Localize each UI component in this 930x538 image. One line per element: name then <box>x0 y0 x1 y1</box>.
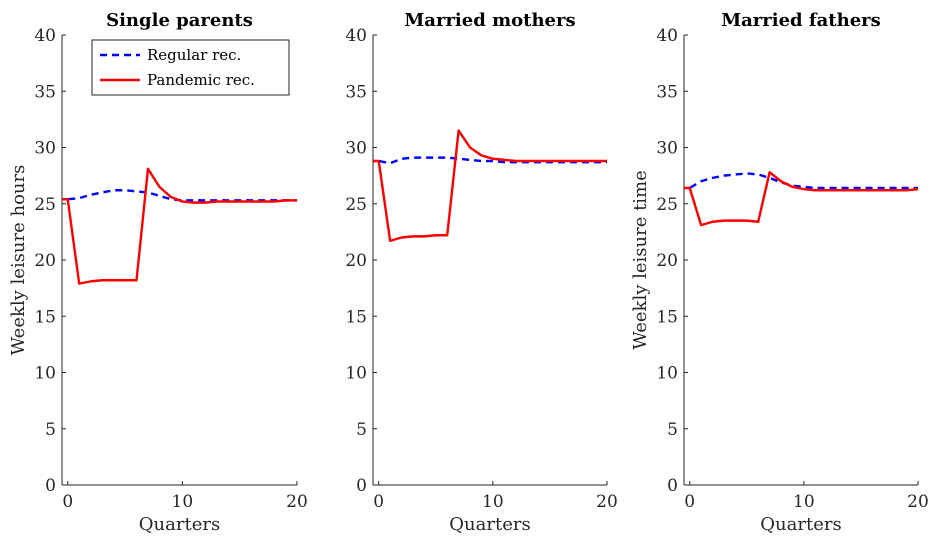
y-tick-label: 20 <box>34 251 56 271</box>
y-tick-label: 20 <box>656 251 678 271</box>
x-tick-label: 20 <box>286 492 308 512</box>
y-tick-label: 15 <box>656 307 678 327</box>
regular-rec-line <box>373 156 607 165</box>
chart-title: Single parents <box>106 10 253 31</box>
x-axis-label: Quarters <box>449 514 530 535</box>
series-group <box>62 167 297 285</box>
y-tick-label: 25 <box>656 195 678 215</box>
y-tick-label: 25 <box>34 195 56 215</box>
y-tick-label: 30 <box>345 139 367 159</box>
y-tick-label: 35 <box>34 82 56 102</box>
x-axis-label: Quarters <box>139 514 220 535</box>
y-tick-label: 0 <box>356 476 367 496</box>
y-axis-label: Weekly leisure hours <box>8 165 29 356</box>
y-tick-label: 40 <box>34 26 56 46</box>
y-tick-label: 0 <box>45 476 56 496</box>
x-tick-label: 0 <box>62 492 73 512</box>
y-tick-label: 30 <box>656 139 678 159</box>
y-tick-label: 0 <box>667 476 678 496</box>
x-axis-label: Quarters <box>760 514 841 535</box>
chart-panel-2: 0 5 10 15 20 25 30 35 40 0 10 20 Married mothers Quar… <box>345 10 617 535</box>
y-tick-label: 35 <box>656 82 678 102</box>
y-tick-label: 10 <box>345 364 367 384</box>
y-tick-label: 5 <box>667 420 678 440</box>
y-tick-label: 5 <box>45 420 56 440</box>
x-tick-label: 0 <box>373 492 384 512</box>
pandemic-rec-line <box>62 167 297 285</box>
x-tick-label: 0 <box>684 492 695 512</box>
chart-panel-1: 0 5 10 15 20 25 30 35 40 0 10 20 Single parents Quart… <box>8 10 308 535</box>
x-tick-label: 10 <box>172 492 194 512</box>
legend: Regular rec. Pandemic rec. <box>91 39 290 96</box>
series-group <box>373 129 607 243</box>
x-tick-label: 10 <box>482 492 504 512</box>
chart-panel-3: 0 5 10 15 20 25 30 35 40 0 10 20 Married fathers Quar… <box>630 10 929 535</box>
x-tick-label: 20 <box>596 492 618 512</box>
y-tick-label: 10 <box>656 364 678 384</box>
x-tick-label: 10 <box>793 492 815 512</box>
y-tick-label: 40 <box>656 26 678 46</box>
y-tick-label: 20 <box>345 251 367 271</box>
pandemic-rec-line <box>373 129 607 243</box>
y-tick-label: 30 <box>34 139 56 159</box>
chart-title: Married fathers <box>721 10 881 31</box>
regular-rec-line <box>684 172 918 190</box>
y-tick-label: 15 <box>34 307 56 327</box>
y-tick-label: 35 <box>345 82 367 102</box>
legend-label: Regular rec. <box>147 46 241 64</box>
y-tick-label: 5 <box>356 420 367 440</box>
y-tick-label: 10 <box>34 364 56 384</box>
legend-box <box>91 39 290 96</box>
y-tick-label: 15 <box>345 307 367 327</box>
y-tick-label: 25 <box>345 195 367 215</box>
y-axis-label: Weekly leisure time <box>630 170 651 350</box>
y-tick-label: 40 <box>345 26 367 46</box>
pandemic-rec-line <box>684 171 918 227</box>
series-group <box>684 171 918 227</box>
chart-title: Married mothers <box>404 10 575 31</box>
legend-label: Pandemic rec. <box>147 71 255 89</box>
x-tick-label: 20 <box>907 492 929 512</box>
